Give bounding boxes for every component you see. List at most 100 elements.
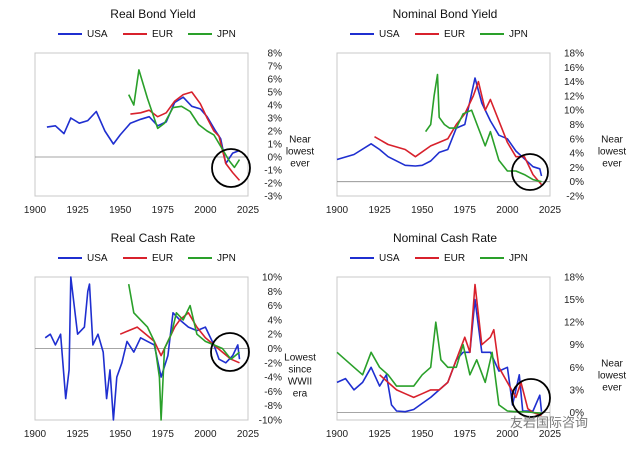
chart-panel-4: Nominal Cash Rate USA EUR JPN 1900 1925 1950 19… — [326, 231, 627, 440]
x-tick-label: 1900 — [326, 429, 349, 440]
x-tick-label: 1975 — [152, 429, 175, 440]
chart-title: Real Bond Yield — [110, 7, 195, 21]
y-tick-label: 2% — [268, 127, 283, 138]
x-tick-label: 1950 — [411, 205, 434, 216]
y-tick-label: -8% — [264, 401, 282, 412]
x-tick-label: 2025 — [237, 429, 260, 440]
y-tick-label: 6% — [268, 75, 283, 86]
x-tick-label: 1975 — [454, 205, 477, 216]
x-tick-label: 2025 — [237, 205, 260, 216]
y-tick-label: -10% — [259, 416, 282, 427]
x-tick-label: 2000 — [496, 429, 519, 440]
annotation-text: Near — [601, 135, 623, 146]
chart-title: Nominal Cash Rate — [393, 231, 497, 245]
plot-area — [34, 52, 249, 197]
y-tick-label: 7% — [268, 62, 283, 73]
x-tick-label: 1950 — [411, 429, 434, 440]
legend-label: EUR — [444, 253, 465, 264]
y-tick-label: 1% — [268, 140, 283, 151]
legend-label: JPN — [217, 253, 236, 264]
x-tick-label: 1975 — [454, 429, 477, 440]
y-tick-label: 8% — [268, 287, 283, 298]
x-tick-label: 1900 — [24, 429, 47, 440]
series-line-usa — [336, 298, 543, 413]
legend-label: USA — [87, 253, 108, 264]
annotation-text: Lowest — [284, 353, 316, 364]
legend-label: USA — [379, 29, 400, 40]
series-line-jpn — [127, 283, 241, 421]
y-tick-label: -3% — [264, 192, 282, 203]
plot-area — [336, 52, 551, 197]
x-tick-label: 2000 — [194, 205, 217, 216]
y-tick-label: 18% — [564, 273, 584, 284]
annotation-text: ever — [602, 159, 622, 170]
x-tick-label: 1900 — [326, 205, 349, 216]
highlight-circle — [211, 148, 251, 188]
y-tick-label: 6% — [570, 363, 585, 374]
y-tick-label: -2% — [566, 192, 584, 203]
chart-title: Nominal Bond Yield — [393, 7, 498, 21]
series-line-jpn — [336, 321, 542, 414]
series-line-usa — [336, 77, 543, 177]
y-tick-label: 0% — [570, 408, 585, 419]
y-tick-label: 10% — [262, 273, 282, 284]
series-line-eur — [374, 80, 543, 186]
highlight-circle — [210, 332, 250, 372]
watermark: 友岩国际咨询 — [510, 416, 589, 431]
x-tick-label: 2000 — [194, 429, 217, 440]
y-tick-label: 2% — [268, 330, 283, 341]
annotation-text: ever — [290, 159, 310, 170]
series-line-eur — [130, 91, 241, 181]
x-tick-label: 1900 — [24, 205, 47, 216]
series-line-jpn — [424, 73, 542, 183]
x-tick-label: 1925 — [368, 205, 391, 216]
legend-label: USA — [87, 29, 108, 40]
y-tick-label: 16% — [564, 63, 584, 74]
x-tick-label: 2025 — [539, 205, 562, 216]
annotation-text: era — [293, 389, 308, 400]
y-tick-label: 18% — [564, 49, 584, 60]
y-tick-label: 12% — [564, 91, 584, 102]
series-line-usa — [44, 276, 241, 421]
y-tick-label: 0% — [570, 177, 585, 188]
x-tick-label: 1925 — [66, 205, 89, 216]
y-tick-label: 0% — [268, 153, 283, 164]
annotation-text: lowest — [598, 371, 627, 382]
annotation-text: ever — [602, 383, 622, 394]
x-tick-label: 1950 — [109, 429, 132, 440]
legend-label: USA — [379, 253, 400, 264]
y-tick-label: 3% — [570, 385, 585, 396]
x-tick-label: 1925 — [368, 429, 391, 440]
y-tick-label: 8% — [268, 49, 283, 60]
legend-label: EUR — [444, 29, 465, 40]
series-line-usa — [46, 96, 240, 165]
y-tick-label: 9% — [570, 340, 585, 351]
highlight-circle — [511, 378, 551, 418]
y-tick-label: 0% — [268, 344, 283, 355]
y-tick-label: -6% — [264, 387, 282, 398]
x-tick-label: 2025 — [539, 429, 562, 440]
annotation-text: since — [288, 365, 312, 376]
annotation-text: WWII — [288, 377, 312, 388]
y-tick-label: 15% — [564, 295, 584, 306]
y-tick-label: 10% — [564, 106, 584, 117]
series-line-jpn — [127, 69, 241, 169]
legend-label: EUR — [152, 253, 173, 264]
x-tick-label: 2000 — [496, 205, 519, 216]
y-tick-label: 6% — [570, 134, 585, 145]
x-tick-label: 1975 — [152, 205, 175, 216]
y-tick-label: -2% — [264, 358, 282, 369]
chart-title: Real Cash Rate — [111, 231, 196, 245]
legend-label: EUR — [152, 29, 173, 40]
y-tick-label: 6% — [268, 301, 283, 312]
y-tick-label: 3% — [268, 114, 283, 125]
chart-panel-2: Nominal Bond Yield USA EUR JPN 1900 1925 1950 1… — [326, 7, 627, 216]
y-tick-label: 4% — [268, 315, 283, 326]
annotation-text: lowest — [286, 147, 315, 158]
x-tick-label: 1925 — [66, 429, 89, 440]
x-tick-label: 1950 — [109, 205, 132, 216]
y-tick-label: -2% — [264, 179, 282, 190]
y-tick-label: -1% — [264, 166, 282, 177]
